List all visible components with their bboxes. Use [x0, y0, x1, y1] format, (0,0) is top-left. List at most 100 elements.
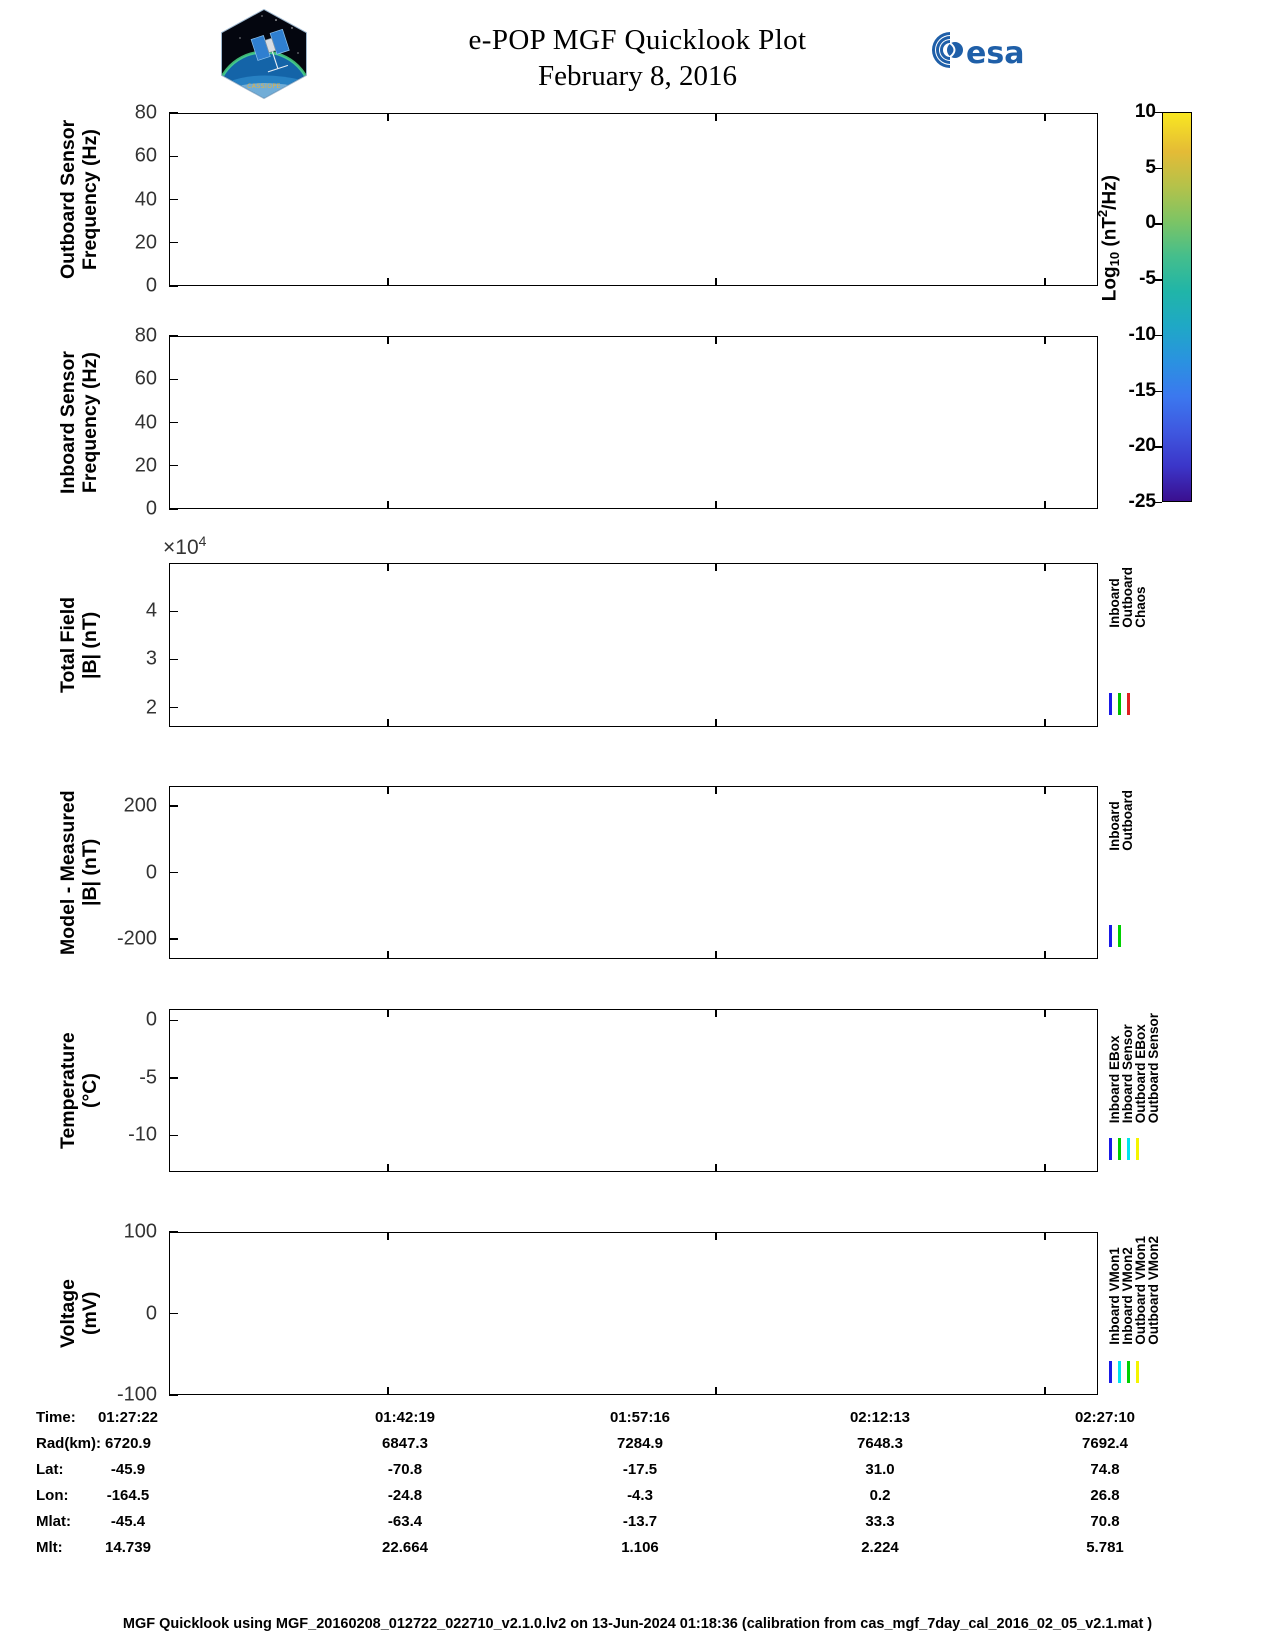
footer-provenance: MGF Quicklook using MGF_20160208_012722_… [122, 1616, 1153, 1632]
x-tickmark [1044, 1164, 1046, 1172]
ylabel-line: |B| (nT) [79, 611, 101, 679]
y-tick-label: 40 [134, 188, 157, 210]
table-cell: -13.7 [622, 1513, 658, 1530]
colorbar-tick [1153, 390, 1162, 392]
y-tickmark [169, 805, 178, 807]
x-tickmark [715, 1232, 717, 1240]
colorbar-tick-label: -5 [1139, 268, 1156, 290]
axis-exponent-label: ×104 [163, 533, 207, 559]
legend-swatch-inboard [1109, 925, 1112, 947]
x-tickmark [715, 501, 717, 509]
y-tick-label: -5 [139, 1066, 157, 1089]
panel-total-field: Total Field |B| (nT) ×104 4 3 2 Inboard Outboar… [57, 533, 1148, 727]
panel-legend: Inboard VMon1 Inboard VMon2 Outboard VMon1… [1106, 1232, 1176, 1395]
table-cell: 33.3 [865, 1513, 895, 1530]
table-cell: -17.5 [622, 1461, 658, 1478]
y-tickmark [169, 155, 178, 157]
table-cell: 26.8 [1090, 1487, 1120, 1504]
colorbar-tick-label: 0 [1145, 212, 1156, 234]
panel-ylabel: Total Field |B| (nT) [57, 563, 107, 727]
svg-text:esa: esa [966, 36, 1024, 71]
ylabel-line: (°C) [79, 1073, 101, 1108]
y-tick-label: -10 [128, 1123, 157, 1146]
panel-legend: Inboard Outboard Chaos [1106, 563, 1176, 727]
colorbar-gradient [1162, 112, 1192, 502]
panel-legend: Inboard EBox Inboard Sensor Outboard EBox O… [1106, 1009, 1176, 1172]
y-tickmark [169, 1312, 178, 1315]
ylabel-line: (mV) [79, 1291, 101, 1336]
panel-voltage: Voltage (mV) 100 0 -100 Inboard VMon1 Inboard … [57, 1221, 1161, 1406]
table-cell: 74.8 [1090, 1461, 1120, 1478]
colorbar-tick-label: -10 [1128, 323, 1156, 345]
y-tick-label: 0 [145, 861, 157, 883]
x-tickmark [715, 1164, 717, 1172]
table-cell: 70.8 [1090, 1513, 1120, 1530]
y-tick-label: 3 [145, 647, 157, 670]
table-cell: 02:27:10 [1074, 1409, 1136, 1426]
y-tickmark [169, 707, 178, 709]
y-tickmark [169, 610, 178, 612]
x-tickmark [387, 1164, 389, 1172]
panel-temperature: Temperature (°C) 0 -5 -10 Inboard EBox Inboard… [57, 1009, 1161, 1172]
legend-swatch-outboard-sensor [1135, 1138, 1139, 1160]
legend-swatch-outboard [1117, 693, 1121, 715]
panel-ylabel: Inboard Sensor Frequency (Hz) [57, 336, 107, 509]
x-tickmark [1044, 336, 1046, 344]
y-tickmark [169, 198, 178, 201]
ylabel-line: Voltage [57, 1279, 79, 1348]
legend-label: Outboard VMon2 [1146, 1236, 1161, 1345]
y-tick-label: 20 [134, 454, 157, 477]
table-cell: -4.3 [627, 1487, 653, 1504]
legend-label: Chaos [1133, 586, 1148, 628]
colorbar-tick [1153, 446, 1162, 448]
ylabel-line: Temperature [57, 1032, 79, 1149]
panel-ylabel: Temperature (°C) [57, 1009, 107, 1172]
ylabel-line: Total Field [57, 596, 79, 694]
table-cell: 1.106 [621, 1539, 659, 1556]
x-tickmark [715, 1009, 717, 1017]
y-tick-label: 80 [134, 324, 157, 347]
colorbar-tick [1153, 334, 1162, 337]
table-row-label: Time: [36, 1409, 76, 1426]
y-tick-label: 0 [145, 497, 157, 520]
x-tickmark [1044, 1009, 1046, 1017]
x-tickmark [1044, 278, 1046, 286]
legend-swatch-outboard-vmon1 [1126, 1361, 1130, 1383]
x-tickmark [1044, 501, 1046, 509]
panel-frame [169, 786, 1098, 959]
ylabel-line: |B| (nT) [79, 838, 101, 907]
y-tick-label: 100 [123, 1220, 157, 1243]
table-row: Time: 01:27:22 01:42:19 01:57:16 02:12:13 02:… [0, 1409, 1275, 1435]
colorbar-tick [1153, 167, 1162, 170]
x-tickmark [715, 563, 717, 571]
table-row-label: Mlat: [36, 1513, 71, 1530]
ylabel-line: Inboard Sensor [57, 350, 79, 495]
table-cell: 2.224 [861, 1539, 899, 1556]
table-cell: -63.4 [387, 1513, 423, 1530]
panel-ylabel: Voltage (mV) [57, 1232, 107, 1395]
table-row-label: Lat: [36, 1461, 64, 1478]
x-tickmark [715, 113, 717, 121]
ephemeris-table: Time: 01:27:22 01:42:19 01:57:16 02:12:13 02:… [0, 1409, 1275, 1565]
table-row: Lon: -164.5 -24.8 -4.3 0.2 26.8 [0, 1487, 1275, 1513]
y-tick-label: 60 [134, 367, 157, 390]
table-cell: -45.9 [110, 1461, 146, 1478]
table-cell: 22.664 [382, 1539, 428, 1556]
colorbar: 10 5 0 -5 -10 -15 -20 -25 [1129, 101, 1192, 512]
panel-ylabel: Outboard Sensor Frequency (Hz) [57, 113, 107, 286]
table-row: Lat: -45.9 -70.8 -17.5 31.0 74.8 [0, 1461, 1275, 1487]
x-tickmark [387, 719, 389, 727]
y-tickmark [169, 285, 178, 287]
legend-swatch-chaos [1126, 693, 1130, 715]
table-cell: 6720.9 [105, 1435, 151, 1452]
panel-ylabel: Model - Measured |B| (nT) [57, 786, 107, 959]
ylabel-line: Model - Measured [57, 790, 79, 955]
page-date: February 8, 2016 [538, 60, 737, 92]
table-cell: -24.8 [387, 1487, 423, 1504]
table-cell: 7692.4 [1082, 1435, 1128, 1452]
y-tick-label: 0 [145, 274, 157, 297]
table-row-label: Rad(km): [36, 1435, 102, 1452]
legend-label: Outboard Sensor [1146, 1013, 1161, 1124]
y-tickmark [169, 1019, 178, 1022]
y-tick-label: 60 [134, 144, 157, 167]
